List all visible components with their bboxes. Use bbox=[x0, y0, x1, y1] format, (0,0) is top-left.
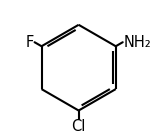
Text: NH₂: NH₂ bbox=[123, 35, 151, 50]
Text: F: F bbox=[26, 35, 34, 50]
Text: Cl: Cl bbox=[71, 119, 86, 134]
